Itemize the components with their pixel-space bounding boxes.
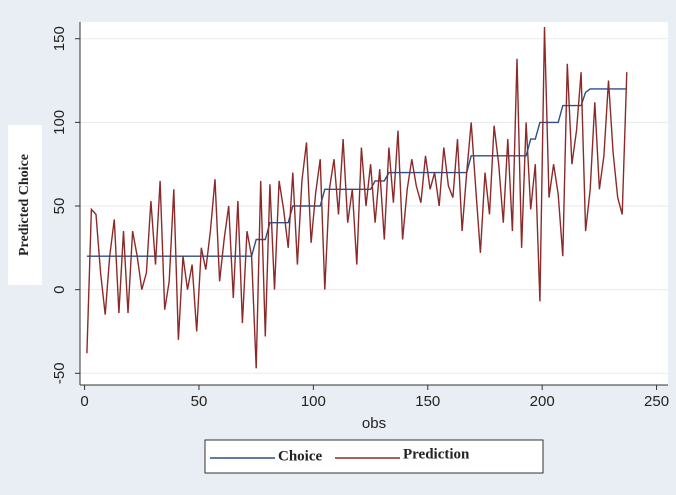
- y-tick-label: 0: [51, 285, 68, 293]
- x-tick-label: 50: [191, 393, 208, 410]
- y-tick-label: 100: [51, 110, 68, 135]
- y-tick-label: -50: [51, 362, 68, 384]
- y-label-box: [8, 125, 42, 285]
- y-tick-label: 150: [51, 26, 68, 51]
- legend-label: Choice: [278, 448, 323, 464]
- x-tick-label: 0: [80, 393, 88, 410]
- x-tick-label: 250: [644, 393, 669, 410]
- x-tick-label: 150: [415, 393, 440, 410]
- x-tick-label: 200: [530, 393, 555, 410]
- x-axis-label: obs: [362, 415, 386, 432]
- series-line: [86, 88, 627, 257]
- x-tick-label: 100: [301, 393, 326, 410]
- y-axis-label: Predicted Choice: [17, 154, 32, 256]
- y-tick-label: 50: [51, 198, 68, 215]
- legend-box: [204, 439, 544, 474]
- legend-label: Prediction: [403, 446, 470, 462]
- series-line: [86, 26, 628, 369]
